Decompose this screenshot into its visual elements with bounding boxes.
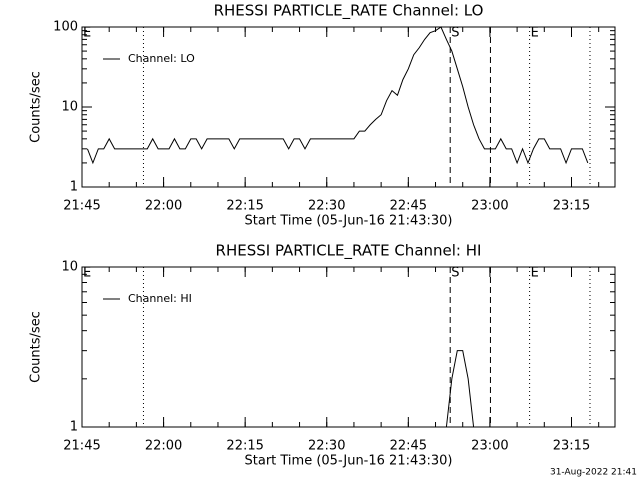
x-tick-label: 21:45 — [63, 439, 100, 454]
x-tick-label: 22:45 — [390, 199, 427, 214]
y-axis-label: Counts/sec — [29, 311, 44, 383]
y-tick-label: 1 — [70, 420, 78, 435]
marker-label: E — [531, 266, 539, 281]
x-tick-label: 22:15 — [226, 199, 263, 214]
timestamp: 31-Aug-2022 21:41 — [550, 468, 637, 478]
plot-frame — [81, 26, 616, 188]
y-tick-label: 10 — [61, 100, 78, 115]
chart-title: RHESSI PARTICLE_RATE Channel: HI — [216, 242, 482, 261]
data-line — [86, 26, 589, 165]
marker-label: E — [83, 26, 91, 41]
x-tick-label: 23:15 — [553, 199, 590, 214]
y-axis-label: Counts/sec — [29, 71, 44, 143]
x-tick-label: 23:15 — [553, 439, 590, 454]
x-tick-label: 22:15 — [226, 439, 263, 454]
marker-label: E — [531, 26, 539, 41]
marker-label: S — [451, 266, 459, 281]
x-tick-label: 22:30 — [308, 439, 345, 454]
x-tick-label: 22:45 — [390, 439, 427, 454]
x-tick-label: 23:00 — [471, 199, 508, 214]
plot-frame — [81, 266, 616, 428]
y-tick-label: 100 — [53, 20, 78, 35]
x-axis-label: Start Time (05-Jun-16 21:43:30) — [245, 454, 453, 469]
y-tick-label: 1 — [70, 180, 78, 195]
legend-label: Channel: HI — [128, 292, 192, 305]
x-tick-label: 21:45 — [63, 199, 100, 214]
chart-title: RHESSI PARTICLE_RATE Channel: LO — [214, 2, 484, 21]
legend-label: Channel: LO — [128, 52, 195, 65]
x-tick-label: 22:00 — [145, 199, 182, 214]
x-axis-label: Start Time (05-Jun-16 21:43:30) — [245, 214, 453, 229]
x-tick-label: 23:00 — [471, 439, 508, 454]
data-line — [87, 350, 588, 428]
marker-label: E — [83, 266, 91, 281]
marker-label: S — [451, 26, 459, 41]
x-tick-label: 22:00 — [145, 439, 182, 454]
y-tick-label: 10 — [61, 260, 78, 275]
x-tick-label: 22:30 — [308, 199, 345, 214]
